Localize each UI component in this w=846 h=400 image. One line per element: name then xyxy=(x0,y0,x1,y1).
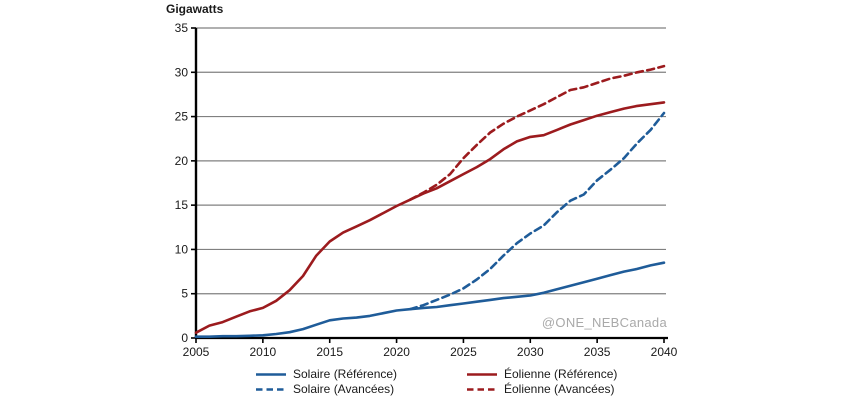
legend-line-solid-blue-icon xyxy=(256,372,286,376)
x-tick-label-2020: 2020 xyxy=(383,345,410,359)
series-line-1 xyxy=(408,111,666,311)
legend-line-solid-red-icon xyxy=(467,372,497,376)
legend-line-dashed-blue-icon xyxy=(256,387,286,391)
y-tick-label-25: 25 xyxy=(175,110,189,124)
y-tick-label-35: 35 xyxy=(175,21,189,35)
series-line-0 xyxy=(194,261,666,339)
legend-item-solaire-avancees: Solaire (Avancées) xyxy=(256,382,394,396)
y-tick-label-5: 5 xyxy=(181,287,188,301)
x-tick-label-2035: 2035 xyxy=(584,345,611,359)
y-tick-label-30: 30 xyxy=(175,65,189,79)
legend-item-eolienne-avancees: Éolienne (Avancées) xyxy=(467,382,615,396)
legend-label: Éolienne (Avancées) xyxy=(504,382,615,396)
x-tick-label-2040: 2040 xyxy=(651,345,678,359)
watermark: @ONE_NEBCanada xyxy=(541,315,667,330)
legend-label: Solaire (Avancées) xyxy=(293,382,395,396)
series-line-3 xyxy=(408,64,666,202)
y-tick-label-20: 20 xyxy=(175,154,189,168)
x-tick-label-2015: 2015 xyxy=(316,345,343,359)
x-tick-label-2010: 2010 xyxy=(250,345,277,359)
y-tick-label-15: 15 xyxy=(175,198,189,212)
x-tick-label-2005: 2005 xyxy=(183,345,210,359)
legend-label: Solaire (Référence) xyxy=(293,367,398,381)
legend-label: Éolienne (Référence) xyxy=(504,367,618,381)
y-tick-label-0: 0 xyxy=(181,331,188,345)
series-line-2 xyxy=(194,101,666,335)
legend-line-dashed-red-icon xyxy=(467,387,497,391)
y-tick-label-10: 10 xyxy=(175,242,189,256)
y-axis-title: Gigawatts xyxy=(166,2,224,16)
legend-item-solaire-reference: Solaire (Référence) xyxy=(256,367,397,381)
legend-item-eolienne-reference: Éolienne (Référence) xyxy=(467,367,617,381)
x-tick-label-2030: 2030 xyxy=(517,345,544,359)
x-tick-label-2025: 2025 xyxy=(450,345,477,359)
